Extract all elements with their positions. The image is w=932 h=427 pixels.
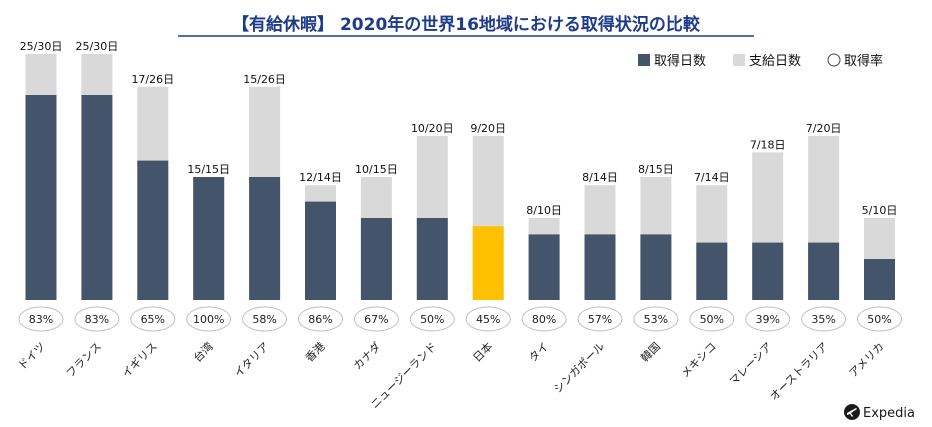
rate-label: 57%: [588, 313, 612, 326]
bar-taken: [25, 95, 57, 300]
rate-bubbles-group: 83% 83% 65% 100% 58% 86% 67% 50% 45% 80% 57% 53% 50%…: [18, 306, 902, 332]
rate-label: 50%: [867, 313, 891, 326]
airplane-icon: [844, 404, 860, 420]
rate-label: 39%: [755, 313, 779, 326]
rate-bubble: [130, 306, 176, 332]
legend-label-taken: 取得日数: [654, 53, 706, 69]
legend: 取得日数 支給日数 取得率: [638, 53, 883, 69]
category-label: マレーシア: [727, 340, 775, 388]
chart-title: 【有給休暇】 2020年の世界16地域における取得状況の比較: [232, 14, 701, 35]
bar-taken: [81, 95, 113, 300]
data-label: 7/18日: [750, 138, 786, 151]
rate-bubble: [409, 306, 455, 332]
rate-bubble: [18, 306, 64, 332]
bar-taken: [249, 177, 281, 300]
rate-label: 83%: [85, 313, 109, 326]
data-label: 25/30日: [20, 40, 63, 53]
data-label: 10/20日: [411, 122, 454, 135]
rate-bubble: [298, 306, 343, 332]
category-label: アメリカ: [847, 340, 887, 380]
category-label: イギリス: [120, 340, 160, 380]
bar-taken: [137, 160, 169, 300]
bar-taken: [752, 242, 784, 300]
rate-label: 50%: [420, 313, 444, 326]
category-label: メキシコ: [679, 340, 719, 380]
rate-bubble: [689, 306, 735, 332]
bar-taken: [472, 226, 504, 300]
rate-bubble: [577, 306, 623, 332]
rate-label: 86%: [308, 313, 332, 326]
legend-marker-granted: [733, 54, 745, 66]
bar-taken: [305, 201, 336, 300]
data-label: 7/20日: [806, 122, 842, 135]
rate-bubble: [74, 306, 120, 332]
rate-label: 50%: [700, 313, 724, 326]
data-label: 8/10日: [526, 204, 562, 217]
bar-taken: [193, 177, 225, 300]
data-label: 17/26日: [131, 73, 174, 86]
rate-label: 67%: [364, 313, 388, 326]
rate-label: 65%: [141, 313, 165, 326]
category-label: カナダ: [350, 339, 383, 372]
rate-label: 100%: [193, 313, 224, 326]
rate-label: 83%: [29, 313, 53, 326]
rate-bubble: [465, 306, 511, 332]
rate-label: 35%: [811, 313, 835, 326]
category-label: ドイツ: [16, 340, 49, 373]
category-label: タイ: [526, 340, 551, 365]
legend-label-granted: 支給日数: [749, 54, 801, 69]
rate-bubble: [801, 306, 847, 332]
rate-label: 45%: [476, 313, 500, 326]
bar-taken: [416, 218, 448, 300]
bar-taken: [696, 242, 728, 300]
category-label: 香港: [303, 340, 328, 365]
data-label: 25/30日: [76, 40, 119, 53]
category-label: フランス: [64, 340, 104, 380]
legend-label-rate: 取得率: [844, 53, 883, 69]
data-label: 12/14日: [299, 171, 342, 184]
bar-taken: [360, 218, 392, 300]
data-labels-group: 25/30日 25/30日 17/26日 15/15日 15/26日 12/14日 10/1…: [20, 40, 898, 217]
data-label: 15/15日: [187, 163, 230, 176]
rate-bubble: [186, 306, 232, 332]
category-label: イタリア: [232, 340, 272, 380]
rate-bubble: [633, 306, 679, 332]
bars-group: [25, 54, 895, 300]
category-label: 韓国: [638, 340, 663, 365]
data-label: 10/15日: [355, 163, 398, 176]
data-label: 5/10日: [862, 204, 898, 217]
category-label: オーストラリア: [767, 340, 830, 403]
bar-taken: [584, 234, 616, 300]
legend-marker-rate: [827, 53, 841, 67]
data-label: 8/14日: [582, 171, 618, 184]
data-label: 15/26日: [243, 73, 286, 86]
bar-taken: [864, 259, 895, 300]
data-label: 7/14日: [694, 171, 730, 184]
category-label: シンガポール: [551, 340, 607, 396]
rate-bubble: [521, 306, 567, 332]
brand-logo: Expedia: [844, 404, 915, 421]
data-label: 9/20日: [470, 122, 506, 135]
category-label: 台湾: [190, 339, 215, 364]
rate-bubble: [745, 306, 791, 332]
rate-label: 53%: [644, 313, 668, 326]
legend-marker-taken: [638, 54, 650, 66]
bar-taken: [640, 234, 672, 300]
rate-bubble: [242, 306, 288, 332]
bar-taken: [808, 242, 840, 300]
rate-label: 58%: [252, 313, 276, 326]
brand-name: Expedia: [863, 406, 915, 421]
rate-bubble: [353, 306, 399, 332]
rate-label: 80%: [532, 313, 556, 326]
bar-taken: [528, 234, 560, 300]
rate-bubble: [857, 306, 902, 332]
category-label: 日本: [470, 339, 495, 364]
data-label: 8/15日: [638, 163, 674, 176]
